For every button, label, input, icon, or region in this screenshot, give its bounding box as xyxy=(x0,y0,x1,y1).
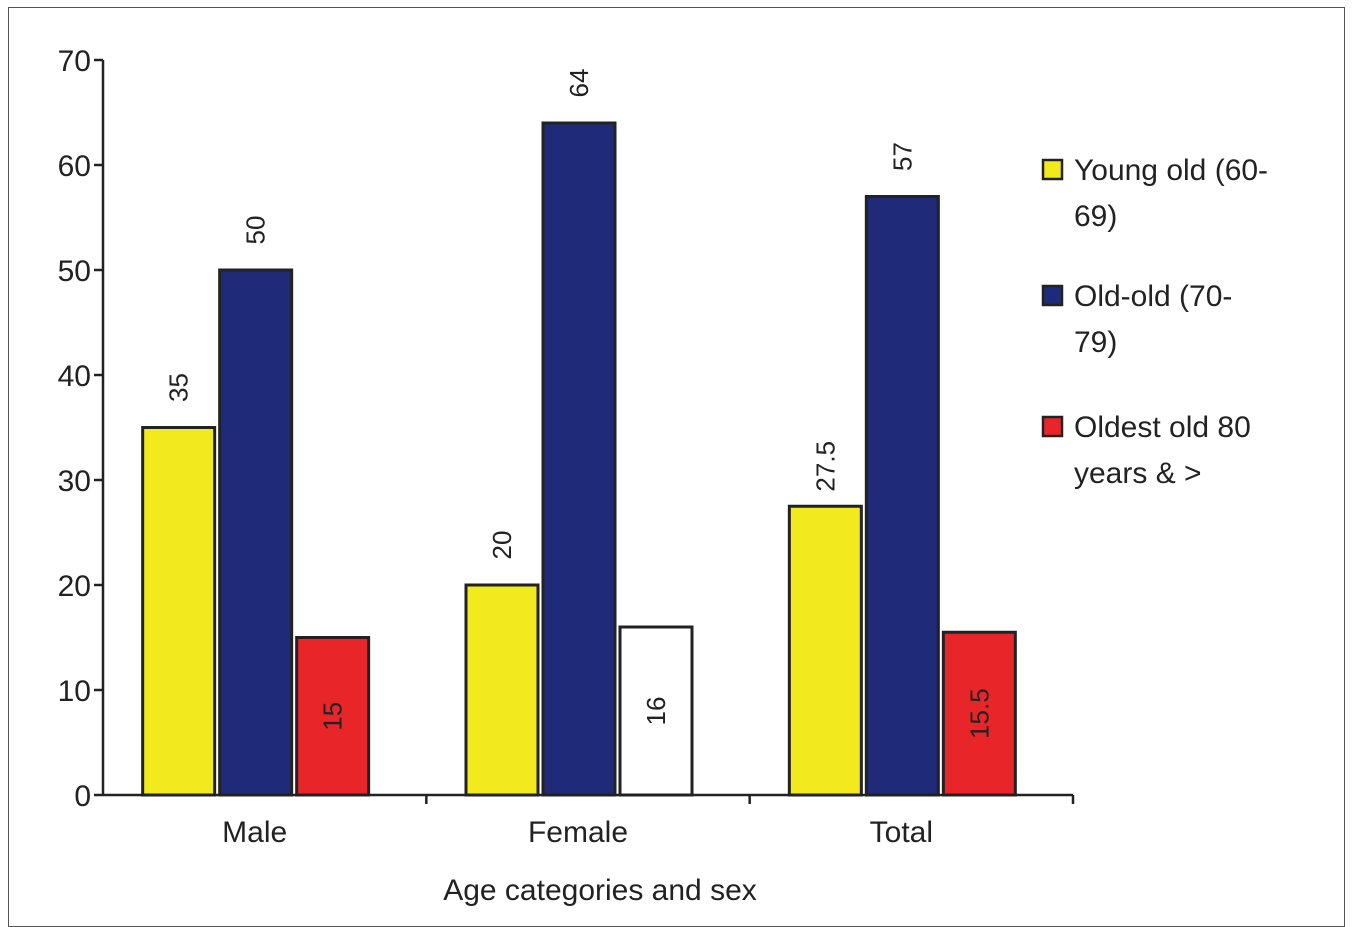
data-label: 27.5 xyxy=(810,441,840,492)
bar xyxy=(541,121,617,797)
bar xyxy=(218,268,294,797)
y-tick-label: 40 xyxy=(58,360,91,393)
y-tick-label: 0 xyxy=(74,780,91,813)
data-label: 15.5 xyxy=(964,688,994,739)
legend: Young old (60- 69) Old-old (70- 79) Oldest o… xyxy=(1041,154,1268,490)
bar xyxy=(787,504,863,797)
data-label: 50 xyxy=(241,216,271,245)
legend-swatch xyxy=(1041,415,1064,438)
bars xyxy=(141,121,1017,797)
bar xyxy=(618,625,694,797)
bar xyxy=(941,630,1017,797)
y-tick-label: 70 xyxy=(58,45,91,78)
data-label: 64 xyxy=(564,69,594,98)
y-tick-label: 10 xyxy=(58,675,91,708)
y-tick-label: 20 xyxy=(58,570,91,603)
data-label: 57 xyxy=(887,142,917,171)
y-tick-label: 50 xyxy=(58,255,91,288)
data-label: 15 xyxy=(318,702,348,731)
y-tick-label: 30 xyxy=(58,465,91,498)
legend-label: Old-old (70- xyxy=(1074,280,1232,313)
data-label: 20 xyxy=(487,531,517,560)
data-labels: 35 50 15 20 64 16 27.5 57 15.5 xyxy=(164,69,995,739)
x-axis-categories: Male Female Total xyxy=(222,795,1075,849)
y-axis-ticks: 0 10 20 30 40 50 60 70 xyxy=(58,45,103,813)
legend-label: Oldest old 80 xyxy=(1074,411,1251,444)
legend-label: 69) xyxy=(1074,200,1117,233)
legend-swatch xyxy=(1041,158,1064,181)
legend-label: years & > xyxy=(1074,457,1202,490)
data-label: 35 xyxy=(164,373,194,402)
legend-label: 79) xyxy=(1074,326,1117,359)
legend-label: Young old (60- xyxy=(1074,154,1268,187)
bar xyxy=(864,195,940,797)
x-category-label: Female xyxy=(528,816,628,849)
bar xyxy=(141,426,217,797)
bar-chart: 0 10 20 30 40 50 60 70 35 50 15 20 64 16 27.5 57 15.5 M… xyxy=(58,45,1268,907)
x-category-label: Male xyxy=(222,816,287,849)
data-label: 16 xyxy=(641,697,671,726)
bar xyxy=(464,583,540,797)
legend-swatch xyxy=(1041,284,1064,307)
y-tick-label: 60 xyxy=(58,150,91,183)
x-axis-title: Age categories and sex xyxy=(443,874,757,907)
axes xyxy=(101,60,1073,797)
x-category-label: Total xyxy=(870,816,933,849)
